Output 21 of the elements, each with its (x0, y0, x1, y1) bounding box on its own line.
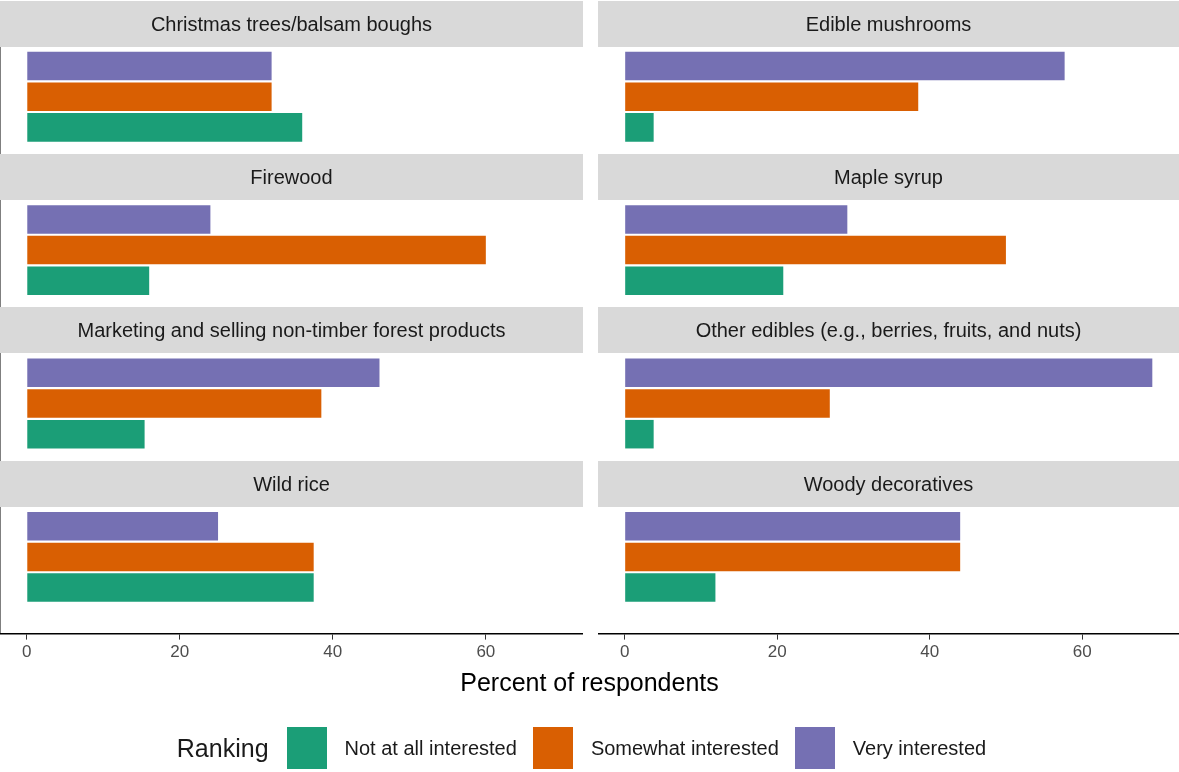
x-tick-label: 40 (920, 642, 940, 662)
legend-label: Somewhat interested (590, 736, 779, 760)
x-tick-label: 60 (1072, 642, 1092, 662)
y-tick-label: Marketing and selling non-timber forest products (77, 319, 506, 342)
y-tick-label: Maple syrup (834, 166, 943, 189)
y-tick-label: Wild rice (253, 472, 330, 495)
x-tick-label: 20 (767, 642, 787, 662)
x-tick-label: 20 (170, 642, 190, 662)
y-tick-label: Edible mushrooms (805, 12, 972, 35)
y-tick-label: Firewood (250, 166, 333, 189)
x-tick-label: 60 (476, 642, 496, 662)
x-tick-label: 40 (323, 642, 343, 662)
legend-label: Not at all interested (344, 736, 517, 760)
legend-title: Ranking (176, 733, 269, 763)
x-tick-label: 0 (22, 642, 32, 662)
y-tick-label: Christmas trees/balsam boughs (150, 12, 433, 35)
x-axis-title: Percent of respondents (459, 668, 720, 697)
legend-label: Very interested (852, 736, 987, 760)
y-tick-label: Other edibles (e.g., berries, fruits, and nuts) (695, 319, 1082, 342)
y-tick-label: Woody decoratives (803, 472, 974, 495)
x-tick-label: 0 (619, 642, 630, 662)
